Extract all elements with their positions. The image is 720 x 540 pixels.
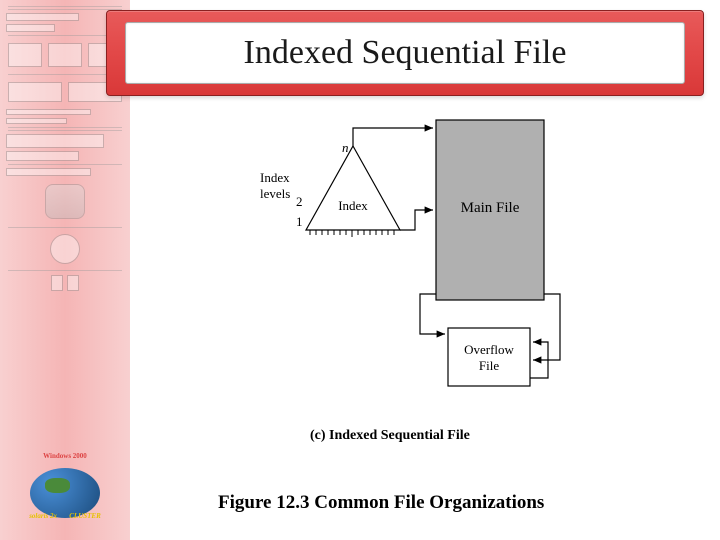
figure-caption: Figure 12.3 Common File Organizations [218, 492, 544, 514]
sidebar-globe-badge: Windows 2000 solaris 2x CLUSTER [8, 452, 122, 534]
overflow-label-1: Overflow [464, 342, 514, 357]
index-levels-label-2: levels [260, 186, 290, 201]
level-n-label: n [342, 140, 349, 155]
diagram-area: Main File Overflow File Index n [130, 100, 720, 540]
level-2-label: 2 [296, 194, 303, 209]
edge-index-main-top [353, 128, 433, 146]
subfigure-caption: (c) Indexed Sequential File [310, 428, 470, 444]
main-file-label: Main File [461, 200, 520, 216]
overflow-label-2: File [479, 358, 499, 373]
index-label: Index [338, 198, 368, 213]
level-1-label: 1 [296, 214, 303, 229]
index-levels-label-1: Index [260, 170, 290, 185]
slide-title: Indexed Sequential File [125, 22, 685, 84]
index-base-ticks [310, 230, 394, 237]
index-triangle-node [306, 146, 400, 230]
overflow-file-node [448, 328, 530, 386]
title-bar: Indexed Sequential File [106, 10, 704, 96]
indexed-sequential-diagram: Main File Overflow File Index n [260, 110, 600, 430]
edge-main-overflow-right [533, 294, 560, 360]
edge-index-main-mid [400, 210, 433, 230]
